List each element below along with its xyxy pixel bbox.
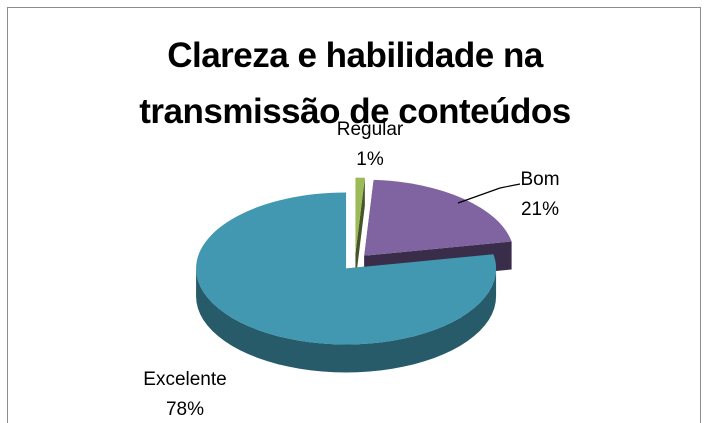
pie-slice xyxy=(364,179,512,256)
data-label-category: Regular xyxy=(337,119,404,140)
data-label-category: Bom xyxy=(520,169,559,190)
chart-title: Clareza e habilidade na transmissão de c… xyxy=(139,36,571,131)
data-label-value: 1% xyxy=(356,149,384,170)
data-label-value: 21% xyxy=(521,199,559,220)
pie-slice xyxy=(196,192,497,345)
data-label-category: Excelente xyxy=(143,369,226,390)
data-label-value: 78% xyxy=(166,399,204,420)
pie-slice-side xyxy=(196,268,497,373)
leader-line xyxy=(457,183,521,204)
pie-slice xyxy=(355,177,365,254)
pie-slice-wall xyxy=(355,177,365,282)
chart-border xyxy=(7,7,701,423)
